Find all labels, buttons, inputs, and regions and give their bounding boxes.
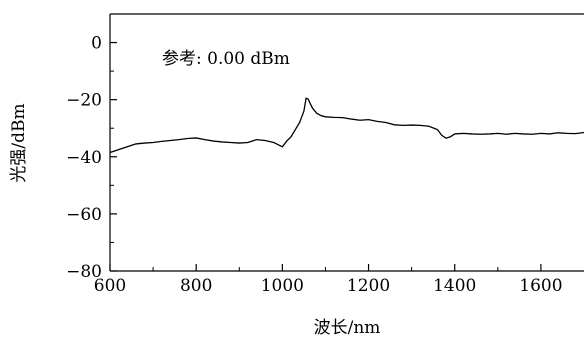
reference-annotation: 参考: 0.00 dBm <box>162 49 290 69</box>
y-tick-label: −80 <box>66 262 102 282</box>
y-tick-label: −40 <box>66 148 102 168</box>
tick-labels-group: 600 800 1000 1200 1400 1600 0 −20 −40 −60 −80 <box>66 34 562 296</box>
x-tick-label: 1200 <box>347 276 390 296</box>
y-axis-label: 光强/dBm <box>9 103 29 182</box>
x-tick-label: 1000 <box>261 276 304 296</box>
ticks-group <box>109 41 542 272</box>
x-tick-label: 1600 <box>519 276 562 296</box>
x-axis-label: 波长/nm <box>314 318 381 338</box>
y-tick-label: −60 <box>66 205 102 225</box>
series-line <box>109 97 584 154</box>
x-tick-label: 1400 <box>433 276 476 296</box>
x-tick-label: 800 <box>180 276 212 296</box>
y-tick-label: 0 <box>91 34 102 54</box>
y-tick-label: −20 <box>66 91 102 111</box>
x-tick-label: 600 <box>94 276 126 296</box>
